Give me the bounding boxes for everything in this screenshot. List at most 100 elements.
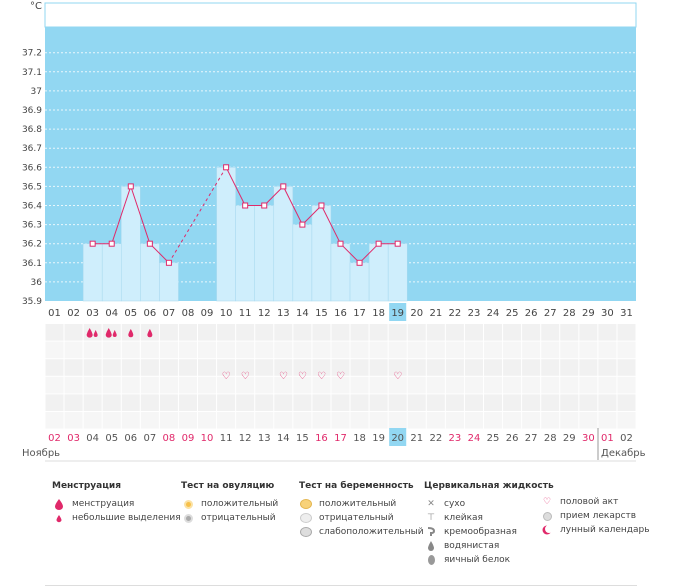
cell xyxy=(541,359,560,376)
temperature-point xyxy=(299,221,306,228)
y-tick-label: 36.9 xyxy=(22,106,42,116)
day-label: 10 xyxy=(201,433,214,444)
y-tick-label: 36.8 xyxy=(22,125,42,135)
cell xyxy=(426,412,445,429)
cell xyxy=(522,394,541,411)
cell xyxy=(178,376,198,394)
legend-title: Тест на овуляцию xyxy=(181,481,275,491)
cell xyxy=(579,341,598,359)
cell xyxy=(464,376,483,394)
cell xyxy=(236,376,255,394)
cell xyxy=(388,376,407,394)
legend-item: кремообразная xyxy=(424,525,554,539)
y-tick-label: 36.3 xyxy=(22,221,42,231)
drop-icon xyxy=(93,330,98,337)
legend-title: Цервикальная жидкость xyxy=(424,481,554,491)
cell xyxy=(426,341,445,359)
legend-label: прием лекарств xyxy=(560,511,637,521)
cell xyxy=(350,359,369,376)
day-label: 17 xyxy=(353,308,366,319)
cell xyxy=(598,324,617,341)
cell xyxy=(83,324,102,341)
cell xyxy=(541,376,560,394)
day-label: 20 xyxy=(391,433,404,444)
cell xyxy=(293,394,312,411)
cell xyxy=(350,341,369,359)
cell xyxy=(579,359,598,376)
small-drop-icon xyxy=(147,329,153,338)
day-label: 27 xyxy=(525,433,538,444)
cell xyxy=(541,394,560,411)
temperature-line xyxy=(149,243,170,264)
cell xyxy=(598,359,617,376)
pregnancy-negative-icon xyxy=(299,513,313,524)
day-label: 29 xyxy=(563,433,576,444)
heart-icon: ♡ xyxy=(222,371,231,382)
month-right: Декабрь xyxy=(601,448,646,459)
cell xyxy=(388,341,407,359)
day-label: 09 xyxy=(182,433,195,444)
cell xyxy=(331,324,350,341)
cell xyxy=(102,412,121,429)
cell xyxy=(522,359,541,376)
day-label: 26 xyxy=(506,433,519,444)
cell xyxy=(64,376,83,394)
day-label: 13 xyxy=(258,433,271,444)
cell xyxy=(369,324,388,341)
cell xyxy=(274,324,293,341)
cell xyxy=(255,376,274,394)
legend-cervical: Цервикальная жидкость ✕ сухо ⊤ клейкая к… xyxy=(424,481,554,567)
cell xyxy=(388,359,407,376)
cell xyxy=(464,359,483,376)
cell xyxy=(503,359,522,376)
temperature-bar xyxy=(349,262,370,302)
day-label: 02 xyxy=(67,308,80,319)
legend-item: ⊤ клейкая xyxy=(424,511,554,525)
temperature-line xyxy=(263,186,284,206)
y-tick-label: 35.9 xyxy=(22,297,42,307)
legend-item: ♡ половой акт xyxy=(540,495,650,509)
cell xyxy=(388,412,407,429)
day-label: 15 xyxy=(315,308,328,319)
legend-item: ✕ сухо xyxy=(424,497,554,511)
cell xyxy=(255,324,274,341)
day-label: 14 xyxy=(296,308,309,319)
cell xyxy=(178,341,198,359)
day-label: 23 xyxy=(449,433,462,444)
day-label: 05 xyxy=(124,308,137,319)
cell xyxy=(350,412,369,429)
legend-label: небольшие выделения xyxy=(72,513,181,523)
y-tick-label: 37.2 xyxy=(22,49,42,59)
temperature-point xyxy=(280,183,287,190)
temperature-bar xyxy=(254,205,275,302)
cell xyxy=(331,341,350,359)
legend-label: слабоположительный xyxy=(319,527,424,537)
day-label: 11 xyxy=(220,433,233,444)
cell xyxy=(617,394,636,411)
cell xyxy=(274,412,293,429)
temperature-point xyxy=(146,240,153,247)
heart-icon: ♡ xyxy=(279,371,288,382)
cell xyxy=(217,324,236,341)
temperature-point xyxy=(165,259,172,266)
temperature-bar xyxy=(159,262,179,302)
legend-item: отрицательный xyxy=(181,511,278,525)
temperature-line xyxy=(359,243,379,264)
cell xyxy=(407,376,426,394)
temperature-line xyxy=(225,167,246,206)
legend-pregnancy: Тест на беременность положительный отриц… xyxy=(299,481,424,539)
cell xyxy=(293,341,312,359)
temperature-point xyxy=(108,240,115,247)
day-label: 08 xyxy=(163,433,176,444)
cell xyxy=(426,359,445,376)
cell xyxy=(464,412,483,429)
cell xyxy=(579,324,598,341)
cell xyxy=(198,376,217,394)
cell xyxy=(483,359,503,376)
legend-label: положительный xyxy=(201,499,279,509)
drop-icon xyxy=(86,328,93,338)
cell xyxy=(140,376,159,394)
legend-label: кремообразная xyxy=(444,527,517,537)
cell xyxy=(350,394,369,411)
